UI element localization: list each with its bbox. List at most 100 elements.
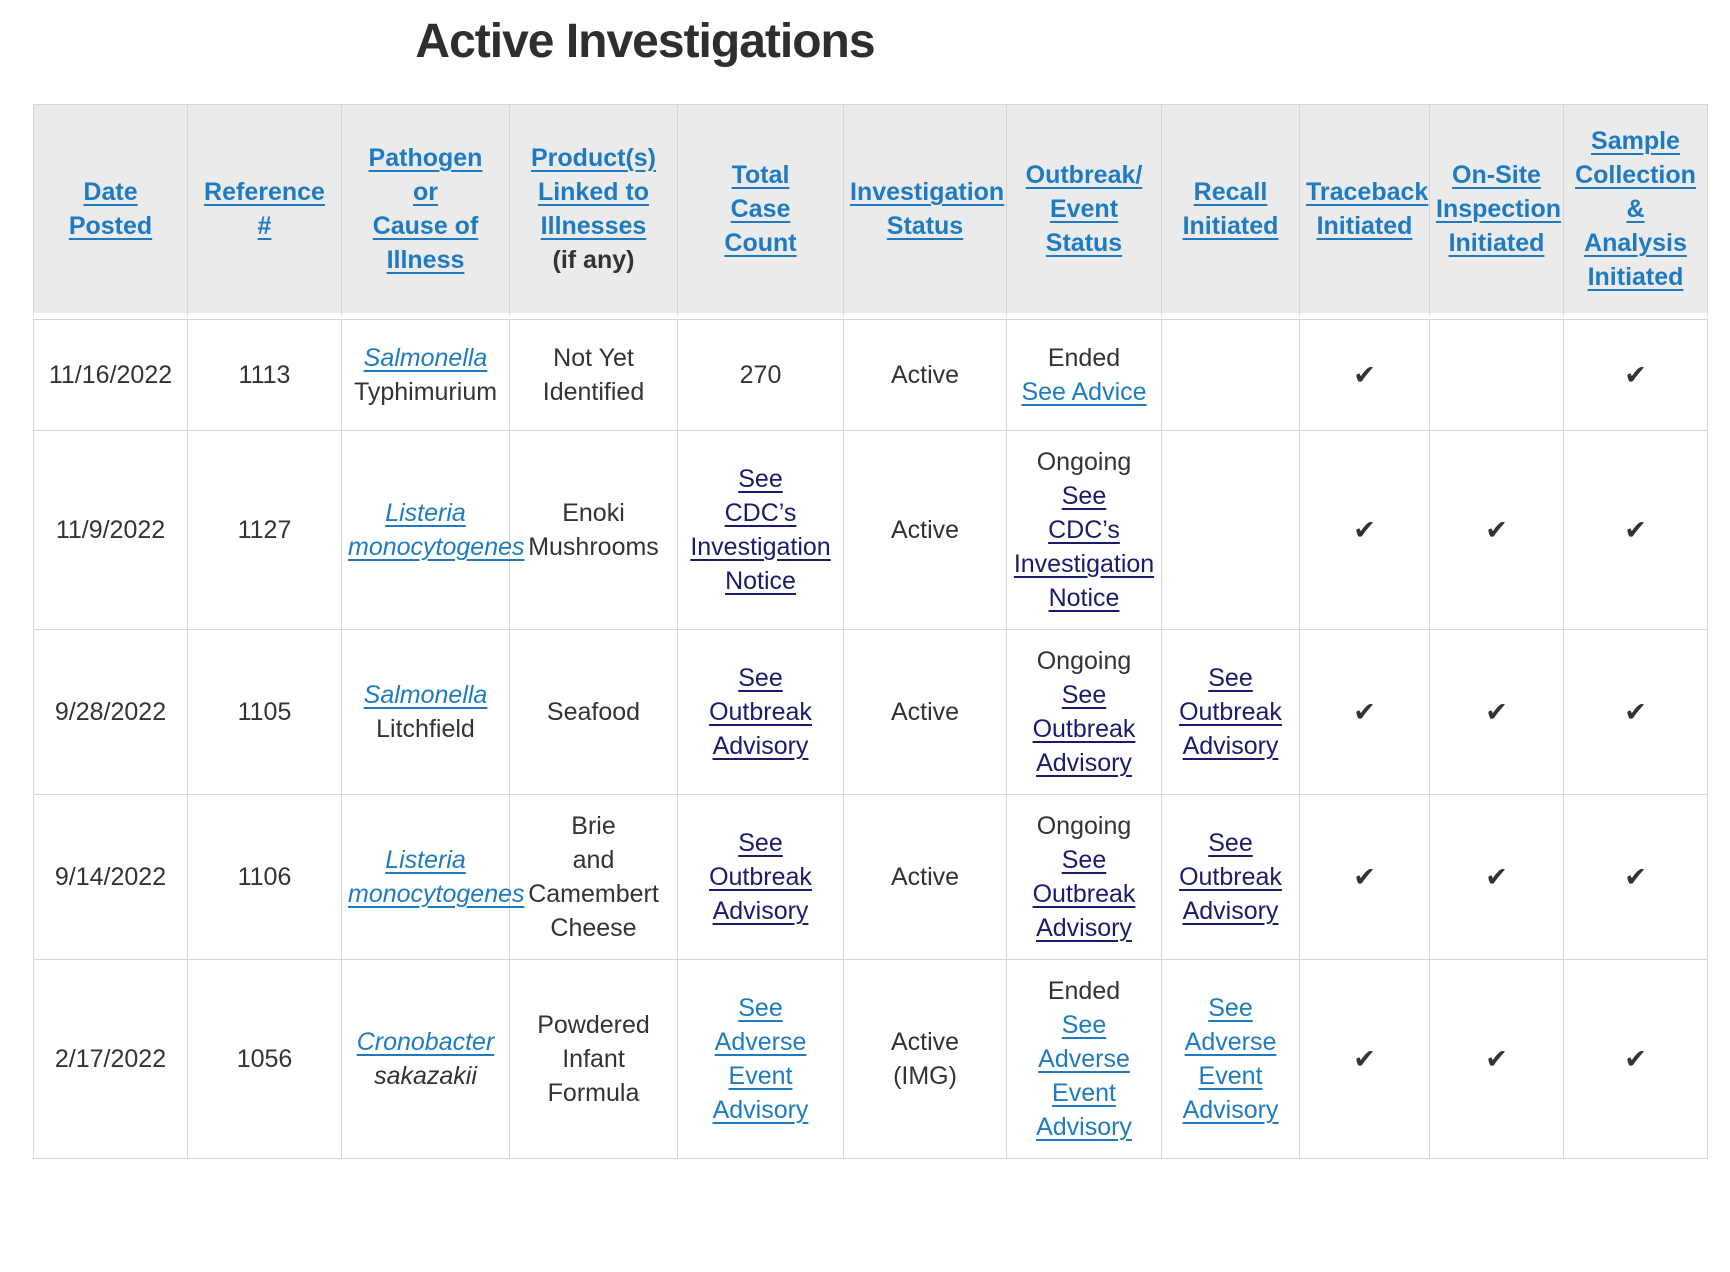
column-header-link[interactable]: or (413, 178, 438, 206)
column-header-link[interactable]: Posted (68, 212, 153, 240)
column-header-link[interactable]: Reference (204, 178, 325, 206)
recall-initiated-link[interactable]: See (1208, 829, 1253, 857)
outbreak-event-status-link[interactable]: See (1061, 846, 1107, 874)
outbreak-event-status-link[interactable]: Outbreak (1032, 715, 1136, 743)
column-header-link[interactable]: Initiated (1587, 263, 1684, 291)
cell-outbreak-event-status: Ended See Adverse Event Advisory (1007, 960, 1162, 1159)
column-header-link[interactable]: Case (730, 195, 791, 223)
recall-initiated-link[interactable]: Advisory (1182, 897, 1279, 925)
recall-initiated-link[interactable]: Advisory (1182, 732, 1279, 760)
investigation-status-text: (IMG) (893, 1062, 957, 1090)
column-header-link[interactable]: Initiated (1448, 229, 1545, 257)
column-header-link[interactable]: Analysis (1584, 229, 1687, 257)
cell-traceback-initiated: ✔ (1300, 319, 1430, 431)
outbreak-event-status-link[interactable]: Adverse (1038, 1045, 1130, 1073)
pathogen-or-cause-link[interactable]: Salmonella (363, 344, 488, 372)
column-header-link[interactable]: Investigation (850, 178, 1005, 206)
column-header-link[interactable]: # (257, 212, 272, 240)
outbreak-event-status-link[interactable]: See (1061, 1011, 1107, 1039)
column-header-link[interactable]: Linked to (537, 178, 650, 206)
total-case-count-link[interactable]: Notice (725, 567, 796, 595)
outbreak-event-status-link[interactable]: Advisory (1036, 914, 1132, 942)
column-header-pathogen-or-cause: Pathogen or Cause of Illness (342, 104, 510, 319)
checkmark-icon: ✔ (1353, 1044, 1376, 1074)
column-header-reference-number: Reference # (188, 104, 342, 319)
checkmark-icon: ✔ (1624, 697, 1647, 727)
column-header-link[interactable]: Initiated (1316, 212, 1413, 240)
cell-total-case-count: See Outbreak Advisory (678, 630, 844, 795)
column-header-link[interactable]: Product(s) (531, 144, 656, 172)
column-header-link[interactable]: Cause of (372, 212, 479, 240)
column-header-total-case-count: Total Case Count (678, 104, 844, 319)
total-case-count-link[interactable]: Advisory (712, 897, 809, 925)
column-header-link[interactable]: Count (724, 229, 797, 257)
column-header-link[interactable]: Date (83, 178, 138, 206)
cell-onsite-inspection-initiated: ✔ (1430, 431, 1564, 630)
column-header-link[interactable]: Status (1045, 229, 1123, 257)
outbreak-event-status-link[interactable]: Advisory (1036, 749, 1132, 777)
column-header-link[interactable]: Inspection (1436, 195, 1562, 223)
total-case-count-link[interactable]: See (738, 994, 783, 1022)
column-header-link[interactable]: Sample (1591, 127, 1680, 155)
column-header-link[interactable]: & (1626, 195, 1645, 223)
total-case-count-link[interactable]: Outbreak (709, 863, 812, 891)
cell-total-case-count: See Outbreak Advisory (678, 795, 844, 960)
outbreak-event-status-link[interactable]: See Advice (1021, 378, 1147, 406)
total-case-count-link[interactable]: Adverse (714, 1028, 807, 1056)
total-case-count-link[interactable]: Outbreak (709, 698, 812, 726)
total-case-count-link[interactable]: Investigation (690, 533, 831, 561)
column-header-link[interactable]: Event (1049, 195, 1119, 223)
cell-recall-initiated (1162, 319, 1300, 431)
pathogen-or-cause-link[interactable]: monocytogenes (348, 880, 525, 908)
recall-initiated-link[interactable]: See (1208, 664, 1253, 692)
column-header-link[interactable]: Initiated (1182, 212, 1279, 240)
outbreak-event-status-link[interactable]: See (1061, 681, 1107, 709)
cell-onsite-inspection-initiated (1430, 319, 1564, 431)
total-case-count-link[interactable]: Event (728, 1062, 793, 1090)
recall-initiated-link[interactable]: See (1208, 994, 1253, 1022)
column-header-link[interactable]: Total (731, 161, 790, 189)
date-posted-text: 11/16/2022 (48, 361, 173, 389)
recall-initiated-link[interactable]: Adverse (1184, 1028, 1277, 1056)
column-header-link[interactable]: On-Site (1452, 161, 1541, 189)
column-header-link[interactable]: Outbreak/ (1025, 161, 1143, 189)
column-header-link[interactable]: Pathogen (368, 144, 483, 172)
total-case-count-link[interactable]: Advisory (712, 732, 809, 760)
column-header-traceback-initiated: Traceback Initiated (1300, 104, 1430, 319)
cell-reference-number: 1113 (188, 319, 342, 431)
pathogen-or-cause-link[interactable]: Salmonella (363, 681, 488, 709)
recall-initiated-link[interactable]: Outbreak (1179, 863, 1282, 891)
outbreak-event-status-text: Ended (1047, 344, 1121, 372)
column-header-products-linked: Product(s) Linked to Illnesses (if any) (510, 104, 678, 319)
pathogen-or-cause-link[interactable]: Cronobacter (356, 1028, 495, 1056)
pathogen-or-cause-link[interactable]: Listeria (385, 846, 466, 874)
outbreak-event-status-link[interactable]: Outbreak (1032, 880, 1136, 908)
outbreak-event-status-link[interactable]: CDC’s (1048, 516, 1120, 544)
recall-initiated-link[interactable]: Event (1198, 1062, 1263, 1090)
outbreak-event-status-link[interactable]: Investigation (1013, 550, 1155, 578)
recall-initiated-link[interactable]: Advisory (1182, 1096, 1279, 1124)
cell-recall-initiated: See Adverse Event Advisory (1162, 960, 1300, 1159)
outbreak-event-status-link[interactable]: Notice (1048, 584, 1120, 612)
column-header-link[interactable]: Collection (1575, 161, 1696, 189)
recall-initiated-link[interactable]: Outbreak (1179, 698, 1282, 726)
column-header-link[interactable]: Traceback (1306, 178, 1429, 206)
column-header-link[interactable]: Illnesses (540, 212, 647, 240)
outbreak-event-status-link[interactable]: Advisory (1036, 1113, 1132, 1141)
pathogen-or-cause-link[interactable]: Listeria (385, 499, 466, 527)
total-case-count-link[interactable]: See (738, 829, 783, 857)
outbreak-event-status-link[interactable]: See (1061, 482, 1107, 510)
total-case-count-link[interactable]: See (738, 465, 783, 493)
products-linked-text: Seafood (546, 698, 641, 726)
total-case-count-link[interactable]: Advisory (712, 1096, 809, 1124)
total-case-count-link[interactable]: CDC’s (724, 499, 797, 527)
outbreak-event-status-link[interactable]: Event (1052, 1079, 1116, 1107)
column-header-link[interactable]: Recall (1193, 178, 1268, 206)
cell-reference-number: 1127 (188, 431, 342, 630)
cell-sample-collection-analysis-initiated: ✔ (1564, 319, 1708, 431)
total-case-count-link[interactable]: See (738, 664, 783, 692)
pathogen-or-cause-link[interactable]: monocytogenes (348, 533, 525, 561)
column-header-link[interactable]: Illness (386, 246, 465, 274)
products-linked-text: Not Yet (553, 344, 634, 372)
column-header-link[interactable]: Status (886, 212, 964, 240)
